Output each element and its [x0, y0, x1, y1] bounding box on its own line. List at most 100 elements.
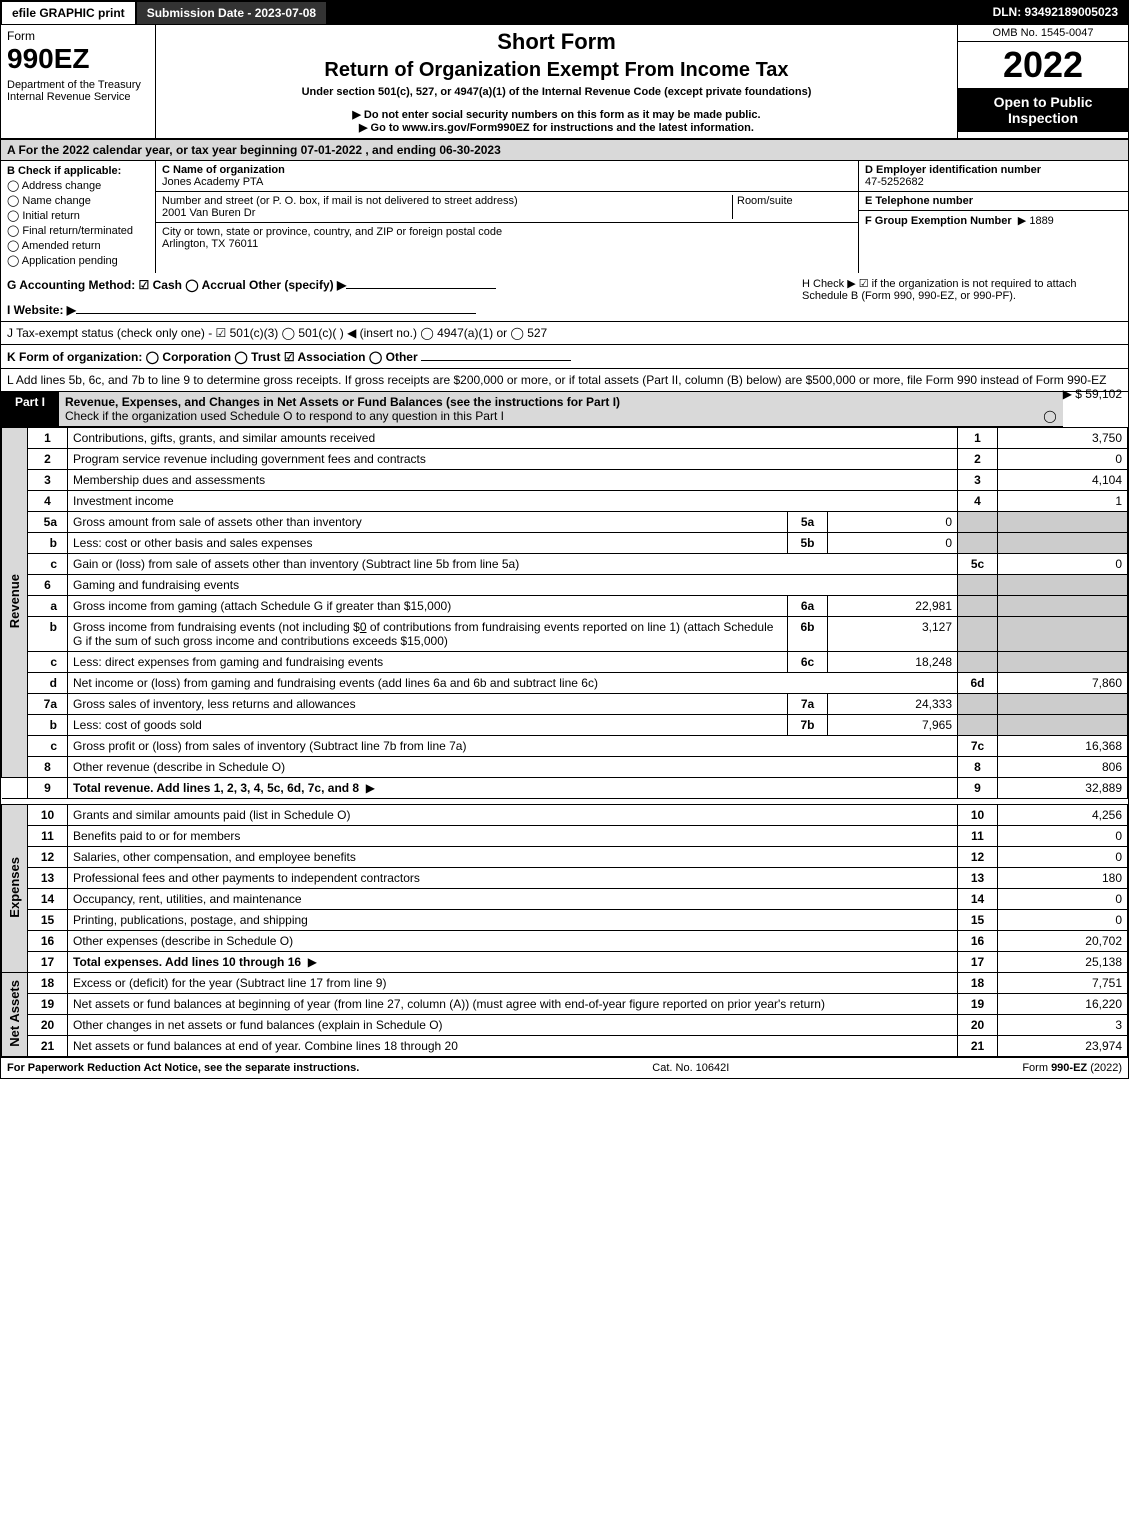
- part-1-check-text: Check if the organization used Schedule …: [65, 409, 504, 423]
- line-6c-val: 18,248: [828, 652, 958, 673]
- dln-label: DLN: 93492189005023: [983, 1, 1128, 25]
- group-exemption-label: F Group Exemption Number: [865, 215, 1012, 227]
- ein-label: D Employer identification number: [865, 164, 1041, 176]
- part-1-label: Part I: [1, 392, 59, 426]
- line-5a-val: 0: [828, 512, 958, 533]
- line-4-desc: Investment income: [73, 494, 174, 508]
- street-label: Number and street (or P. O. box, if mail…: [162, 195, 518, 207]
- cb-name-change[interactable]: ◯ Name change: [7, 194, 149, 207]
- line-3-desc: Membership dues and assessments: [73, 473, 265, 487]
- form-number: 990EZ: [7, 43, 149, 75]
- cb-initial-return[interactable]: ◯ Initial return: [7, 209, 149, 222]
- cb-amended-return[interactable]: ◯ Amended return: [7, 239, 149, 252]
- line-i: I Website: ▶: [7, 303, 76, 317]
- section-b-title: B Check if applicable:: [7, 165, 121, 177]
- street-value: 2001 Van Buren Dr: [162, 207, 255, 219]
- page-footer: For Paperwork Reduction Act Notice, see …: [1, 1057, 1128, 1078]
- line-5c-desc: Gain or (loss) from sale of assets other…: [73, 557, 519, 571]
- cb-application-pending[interactable]: ◯ Application pending: [7, 254, 149, 267]
- line-16-desc: Other expenses (describe in Schedule O): [73, 934, 293, 948]
- line-20-desc: Other changes in net assets or fund bala…: [73, 1018, 443, 1032]
- form-header: Form 990EZ Department of the Treasury In…: [1, 25, 1128, 140]
- line-18-val: 7,751: [998, 973, 1128, 994]
- line-19-desc: Net assets or fund balances at beginning…: [73, 997, 825, 1011]
- section-c: C Name of organization Jones Academy PTA…: [156, 161, 858, 273]
- line-a-text: A For the 2022 calendar year, or tax yea…: [7, 143, 501, 157]
- public-inspection: Open to Public Inspection: [958, 88, 1128, 132]
- submission-date: Submission Date - 2023-07-08: [136, 1, 327, 25]
- instructions-link[interactable]: Go to www.irs.gov/Form990EZ for instruct…: [164, 121, 949, 134]
- department: Department of the Treasury Internal Reve…: [7, 79, 149, 103]
- group-exemption-value: 1889: [1029, 215, 1053, 227]
- line-l-text: L Add lines 5b, 6c, and 7b to line 9 to …: [7, 373, 1106, 387]
- section-def: D Employer identification number 47-5252…: [858, 161, 1128, 273]
- line-10-val: 4,256: [998, 805, 1128, 826]
- line-5a-desc: Gross amount from sale of assets other t…: [73, 515, 362, 529]
- line-8-val: 806: [998, 757, 1128, 778]
- line-9-desc: Total revenue. Add lines 1, 2, 3, 4, 5c,…: [73, 781, 359, 795]
- short-form-title: Short Form: [164, 29, 949, 55]
- line-15-val: 0: [998, 910, 1128, 931]
- cb-address-change[interactable]: ◯ Address change: [7, 179, 149, 192]
- line-20-val: 3: [998, 1015, 1128, 1036]
- line-2-desc: Program service revenue including govern…: [73, 452, 426, 466]
- line-6b-desc-pre: Gross income from fundraising events (no…: [73, 620, 360, 634]
- room-suite-label: Room/suite: [732, 195, 852, 219]
- line-6a-val: 22,981: [828, 596, 958, 617]
- form-word: Form: [7, 29, 149, 43]
- telephone-label: E Telephone number: [865, 195, 973, 207]
- line-j: J Tax-exempt status (check only one) - ☑…: [1, 322, 1128, 345]
- line-3-val: 4,104: [998, 470, 1128, 491]
- part-1-header: Part I Revenue, Expenses, and Changes in…: [1, 392, 1063, 427]
- line-k: K Form of organization: ◯ Corporation ◯ …: [1, 345, 1128, 369]
- line-5b-val: 0: [828, 533, 958, 554]
- line-l: L Add lines 5b, 6c, and 7b to line 9 to …: [1, 369, 1128, 392]
- line-18-desc: Excess or (deficit) for the year (Subtra…: [73, 976, 386, 990]
- line-12-val: 0: [998, 847, 1128, 868]
- footer-left: For Paperwork Reduction Act Notice, see …: [7, 1062, 359, 1074]
- line-10-desc: Grants and similar amounts paid (list in…: [73, 808, 350, 822]
- line-21-desc: Net assets or fund balances at end of ye…: [73, 1039, 458, 1053]
- footer-form-ref: Form 990-EZ (2022): [1022, 1062, 1122, 1074]
- line-11-desc: Benefits paid to or for members: [73, 829, 240, 843]
- line-12-desc: Salaries, other compensation, and employ…: [73, 850, 356, 864]
- line-19-val: 16,220: [998, 994, 1128, 1015]
- netassets-label: Net Assets: [7, 980, 22, 1047]
- line-15-desc: Printing, publications, postage, and shi…: [73, 913, 308, 927]
- line-14-val: 0: [998, 889, 1128, 910]
- line-7c-desc: Gross profit or (loss) from sales of inv…: [73, 739, 466, 753]
- line-5c-val: 0: [998, 554, 1128, 575]
- line-7c-val: 16,368: [998, 736, 1128, 757]
- revenue-label: Revenue: [7, 574, 22, 628]
- line-6d-desc: Net income or (loss) from gaming and fun…: [73, 676, 598, 690]
- line-h: H Check ▶ ☑ if the organization is not r…: [802, 277, 1122, 317]
- line-7b-desc: Less: cost of goods sold: [73, 718, 202, 732]
- line-8-desc: Other revenue (describe in Schedule O): [73, 760, 285, 774]
- line-g: G Accounting Method: ☑ Cash ◯ Accrual Ot…: [7, 278, 346, 292]
- line-6-desc: Gaming and fundraising events: [73, 578, 239, 592]
- line-17-val: 25,138: [998, 952, 1128, 973]
- line-l-value: $ 59,102: [1075, 387, 1122, 401]
- line-5b-desc: Less: cost or other basis and sales expe…: [73, 536, 312, 550]
- line-6a-desc: Gross income from gaming (attach Schedul…: [73, 599, 451, 613]
- line-6b-val: 3,127: [828, 617, 958, 652]
- org-name-label: C Name of organization: [162, 164, 285, 176]
- line-7a-val: 24,333: [828, 694, 958, 715]
- line-9-val: 32,889: [998, 778, 1128, 799]
- org-name: Jones Academy PTA: [162, 176, 263, 188]
- part-1-title: Revenue, Expenses, and Changes in Net As…: [65, 395, 620, 409]
- line-13-val: 180: [998, 868, 1128, 889]
- line-1-desc: Contributions, gifts, grants, and simila…: [73, 431, 375, 445]
- topbar: efile GRAPHIC print Submission Date - 20…: [1, 1, 1128, 25]
- efile-print-button[interactable]: efile GRAPHIC print: [1, 1, 136, 25]
- cb-final-return[interactable]: ◯ Final return/terminated: [7, 224, 149, 237]
- subtitle: Under section 501(c), 527, or 4947(a)(1)…: [164, 86, 949, 98]
- part-1-checkbox[interactable]: ◯: [1043, 409, 1056, 423]
- city-label: City or town, state or province, country…: [162, 226, 502, 238]
- line-1-val: 3,750: [998, 428, 1128, 449]
- line-7b-val: 7,965: [828, 715, 958, 736]
- line-14-desc: Occupancy, rent, utilities, and maintena…: [73, 892, 302, 906]
- section-b: B Check if applicable: ◯ Address change …: [1, 161, 156, 273]
- footer-catalog: Cat. No. 10642I: [359, 1062, 1022, 1074]
- line-7a-desc: Gross sales of inventory, less returns a…: [73, 697, 356, 711]
